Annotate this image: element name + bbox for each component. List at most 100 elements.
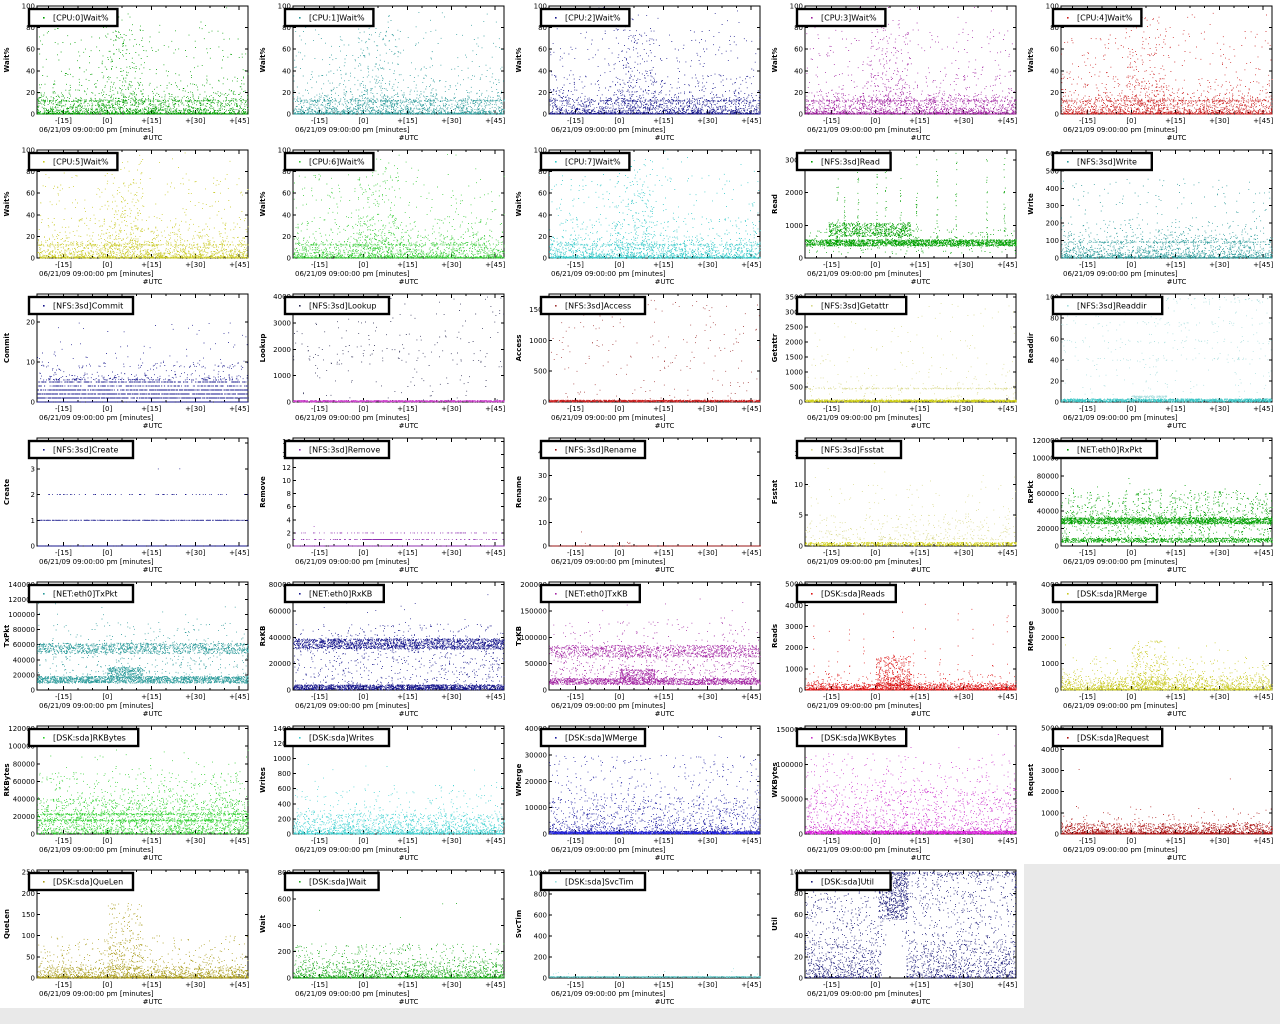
y-tick-label: 60 (26, 190, 35, 198)
legend-label: [NFS:3sd]Lookup (309, 302, 376, 311)
y-tick-label: 40000 (525, 725, 547, 733)
y-tick-label: 40 (1050, 67, 1059, 75)
legend-label: [NET:eth0]RxPkt (1077, 446, 1142, 455)
y-axis-label: Wait% (771, 48, 779, 73)
y-tick-label: 10 (282, 477, 291, 485)
x-tick-label: +[45] (997, 117, 1018, 125)
x-tick-label: +[45] (1253, 693, 1274, 701)
y-tick-label: 0 (1055, 111, 1059, 119)
y-tick-label: 400 (534, 933, 547, 941)
y-tick-label: 0 (287, 831, 291, 839)
legend-label: [NFS:3sd]Rename (565, 446, 637, 455)
y-tick-label: 40 (794, 932, 803, 940)
x-tick-label: +[15] (397, 549, 418, 557)
legend-label: [CPU:2]Wait% (565, 14, 621, 23)
x-tick-label: +[30] (1209, 837, 1230, 845)
x-tick-label: +[15] (397, 117, 418, 125)
y-tick-label: 20 (282, 89, 291, 97)
y-tick-label: 1500 (785, 354, 803, 362)
x-tick-label: -[15] (823, 117, 840, 125)
scatter-plot: 0 1000 2000 3000 4000 5000 -[15] [0] +[15] +[30] +… (1027, 725, 1274, 862)
y-tick-label: 40 (282, 211, 291, 219)
y-tick-label: 40 (26, 211, 35, 219)
legend-point-icon (555, 881, 557, 883)
legend-label: [CPU:5]Wait% (53, 158, 109, 167)
x-axis-label: 06/21/09 09:00:00 pm [minutes] (807, 702, 922, 710)
x-tick-label: +[15] (141, 693, 162, 701)
x-tick-label: +[15] (397, 693, 418, 701)
y-tick-label: 2000 (785, 339, 803, 347)
x-tick-label: +[30] (441, 405, 462, 413)
y-tick-label: 0 (1055, 831, 1059, 839)
y-tick-label: 0 (799, 111, 803, 119)
x-tick-label: -[15] (823, 549, 840, 557)
y-tick-label: 4000 (273, 293, 291, 301)
y-tick-label: 80 (282, 24, 291, 32)
x-axis-label: 06/21/09 09:00:00 pm [minutes] (807, 558, 922, 566)
x-tick-label: [0] (870, 261, 880, 269)
y-tick-label: 100 (534, 3, 547, 11)
y-tick-label: 100 (22, 3, 35, 11)
x-tick-label: -[15] (55, 405, 72, 413)
x-tick-label: +[15] (653, 261, 674, 269)
y-tick-label: 1000 (529, 337, 547, 345)
y-tick-label: 100000 (1032, 455, 1059, 463)
x-tick-label: [0] (358, 405, 368, 413)
scatter-plot: 020406080100-[15][0]+[15]+[30]+[45]Util0… (771, 869, 1018, 1006)
legend-label: [NET:eth0]TxKB (565, 590, 628, 599)
y-tick-label: 20 (794, 89, 803, 97)
y-tick-label: 500 (790, 384, 803, 392)
scatter-plot: 0 20 40 60 80 100 -[15] [0] +[15] +[30] +[45] Wait%… (3, 147, 250, 287)
y-tick-label: 80 (1050, 24, 1059, 32)
utc-label: #UTC (399, 422, 419, 430)
y-tick-label: 60 (26, 46, 35, 54)
y-tick-label: 40000 (269, 634, 291, 642)
x-tick-label: +[30] (441, 117, 462, 125)
chart-cell: 0 1000 2000 3000 -[15] [0] +[15] +[30] +[45] Read… (768, 144, 1024, 288)
y-tick-label: 0 (799, 687, 803, 695)
legend-point-icon (555, 305, 557, 307)
x-tick-label: +[15] (141, 261, 162, 269)
y-tick-label: 80 (1050, 315, 1059, 323)
chart-cell: 0 20000 40000 60000 80000 100000 120000 -[15] [0… (0, 720, 256, 864)
x-tick-label: +[15] (1165, 693, 1186, 701)
x-tick-label: [0] (870, 117, 880, 125)
legend-point-icon (299, 449, 301, 451)
x-tick-label: +[45] (1253, 837, 1274, 845)
y-tick-label: 0 (543, 399, 547, 407)
scatter-plot: 0 20 40 60 80 100 -[15] [0] +[15] +[30] +[45] Wait%… (3, 3, 250, 143)
scatter-plot: 020406080100-[15][0]+[15]+[30]+[45]Readd… (1027, 293, 1274, 430)
y-axis-label: Util (771, 917, 779, 931)
legend-label: [DSK:sda]RMerge (1077, 590, 1147, 599)
y-tick-label: 60 (794, 46, 803, 54)
x-tick-label: -[15] (1079, 405, 1096, 413)
x-tick-label: -[15] (55, 549, 72, 557)
chart-cell: 0 1000 2000 3000 4000 -[15] [0] +[15] +[30] +[45]… (256, 288, 512, 432)
y-tick-label: 20000 (525, 778, 547, 786)
scatter-plot: 0 500 1000 1500 -[15] [0] +[15] +[30] +[45] Acces… (515, 293, 762, 430)
x-tick-label: -[15] (567, 549, 584, 557)
y-tick-label: 140000 (8, 581, 35, 589)
legend-point-icon (43, 881, 45, 883)
y-tick-label: 3000 (1041, 608, 1059, 616)
y-tick-label: 3000 (1041, 767, 1059, 775)
chart-cell: 0 20 40 60 80 100 -[15] [0] +[15] +[30] +[45] Wait%… (256, 144, 512, 288)
utc-label: #UTC (399, 854, 419, 862)
x-tick-label: +[45] (997, 261, 1018, 269)
legend-point-icon (1067, 737, 1069, 739)
y-tick-label: 80 (794, 24, 803, 32)
x-tick-label: [0] (1126, 837, 1136, 845)
y-tick-label: 60000 (1037, 490, 1059, 498)
y-tick-label: 1400 (273, 725, 291, 733)
legend-label: [DSK:sda]Writes (309, 734, 374, 743)
y-tick-label: 30 (538, 472, 547, 480)
y-axis-label: Wait% (259, 48, 267, 73)
x-tick-label: +[45] (741, 261, 762, 269)
x-tick-label: +[30] (953, 261, 974, 269)
y-tick-label: 40 (538, 211, 547, 219)
x-tick-label: [0] (358, 261, 368, 269)
x-tick-label: -[15] (311, 981, 328, 989)
x-tick-label: +[45] (229, 405, 250, 413)
y-axis-label: Lookup (259, 334, 267, 363)
x-tick-label: +[45] (229, 837, 250, 845)
